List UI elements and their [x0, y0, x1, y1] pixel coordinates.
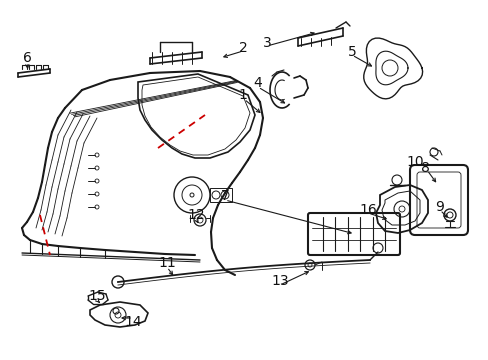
Text: 10: 10: [406, 155, 423, 169]
Text: 8: 8: [420, 161, 428, 175]
Text: 15: 15: [88, 289, 105, 303]
Text: 5: 5: [347, 45, 356, 59]
Text: 4: 4: [253, 76, 262, 90]
Text: 14: 14: [124, 315, 142, 329]
Text: 16: 16: [358, 203, 376, 217]
Text: 7: 7: [220, 189, 229, 203]
Text: 2: 2: [238, 41, 247, 55]
Bar: [209, 188, 231, 202]
Text: 12: 12: [187, 208, 204, 222]
Text: 3: 3: [262, 36, 271, 50]
Text: 9: 9: [435, 200, 444, 214]
Text: 11: 11: [158, 256, 176, 270]
Text: 6: 6: [22, 51, 31, 65]
Text: 1: 1: [238, 88, 247, 102]
Text: 13: 13: [271, 274, 288, 288]
